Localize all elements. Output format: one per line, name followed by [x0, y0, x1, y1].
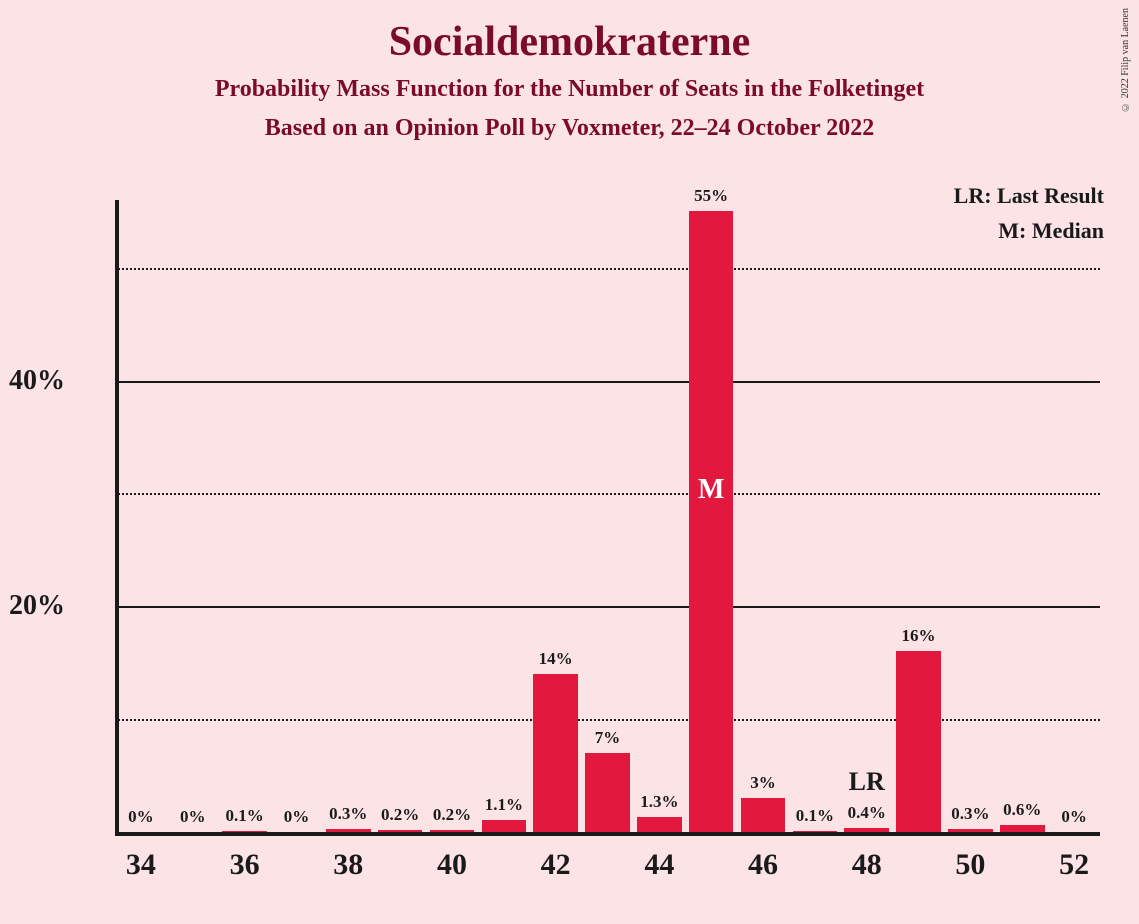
- x-tick-label: 42: [541, 848, 571, 882]
- bar: [741, 798, 786, 832]
- bar-value-label: 14%: [539, 649, 573, 669]
- title-block: Socialdemokraterne Probability Mass Func…: [0, 0, 1139, 142]
- bar: [689, 211, 734, 832]
- bar-value-label: 1.3%: [640, 792, 678, 812]
- bar: [585, 753, 630, 832]
- gridline: [115, 719, 1100, 721]
- x-tick-label: 38: [333, 848, 363, 882]
- bar-value-label: 0%: [284, 807, 310, 827]
- chart-title: Socialdemokraterne: [0, 18, 1139, 66]
- x-tick-label: 40: [437, 848, 467, 882]
- last-result-marker: LR: [849, 767, 885, 797]
- x-tick-label: 36: [230, 848, 260, 882]
- bar-value-label: 0.3%: [951, 804, 989, 824]
- bar: [533, 674, 578, 832]
- bar-value-label: 3%: [750, 773, 776, 793]
- x-tick-label: 48: [852, 848, 882, 882]
- y-axis-line: [115, 200, 119, 836]
- chart-plot-area: 20%40%0%0%0.1%0%0.3%0.2%0.2%1.1%14%7%1.3…: [115, 200, 1100, 835]
- median-marker: M: [698, 474, 724, 506]
- bar-value-label: 0.2%: [381, 805, 419, 825]
- bar-value-label: 1.1%: [485, 795, 523, 815]
- x-tick-label: 44: [644, 848, 674, 882]
- x-tick-label: 34: [126, 848, 156, 882]
- bar-value-label: 0%: [128, 807, 154, 827]
- bar: [637, 817, 682, 832]
- y-tick-label: 20%: [0, 590, 65, 622]
- y-tick-label: 40%: [0, 365, 65, 397]
- bar-value-label: 0.6%: [1003, 800, 1041, 820]
- bar-value-label: 0%: [180, 807, 206, 827]
- x-axis-line: [115, 832, 1100, 836]
- x-tick-label: 52: [1059, 848, 1089, 882]
- bar-value-label: 0.3%: [329, 804, 367, 824]
- bar-value-label: 7%: [595, 728, 621, 748]
- gridline: [115, 493, 1100, 495]
- bar: [482, 820, 527, 832]
- chart-subtitle-2: Based on an Opinion Poll by Voxmeter, 22…: [0, 115, 1139, 142]
- bar: [896, 651, 941, 832]
- gridline: [115, 268, 1100, 270]
- bar-value-label: 0%: [1061, 807, 1087, 827]
- bar: [1000, 825, 1045, 832]
- gridline: [115, 606, 1100, 608]
- bar-value-label: 0.1%: [796, 806, 834, 826]
- bar-value-label: 16%: [902, 626, 936, 646]
- bar-value-label: 0.1%: [225, 806, 263, 826]
- x-tick-label: 46: [748, 848, 778, 882]
- copyright-text: © 2022 Filip van Laenen: [1120, 8, 1131, 112]
- gridline: [115, 381, 1100, 383]
- bar-value-label: 0.2%: [433, 805, 471, 825]
- x-tick-label: 50: [955, 848, 985, 882]
- bar-value-label: 0.4%: [848, 803, 886, 823]
- bar-value-label: 55%: [694, 186, 728, 206]
- chart-subtitle-1: Probability Mass Function for the Number…: [0, 76, 1139, 103]
